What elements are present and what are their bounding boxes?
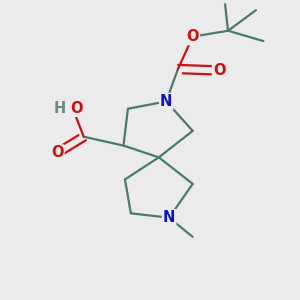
Text: O: O bbox=[51, 146, 64, 160]
Text: N: N bbox=[160, 94, 172, 109]
Text: H: H bbox=[54, 101, 66, 116]
Text: N: N bbox=[163, 210, 175, 225]
Text: O: O bbox=[70, 101, 82, 116]
Text: O: O bbox=[213, 63, 225, 78]
Text: O: O bbox=[186, 29, 199, 44]
